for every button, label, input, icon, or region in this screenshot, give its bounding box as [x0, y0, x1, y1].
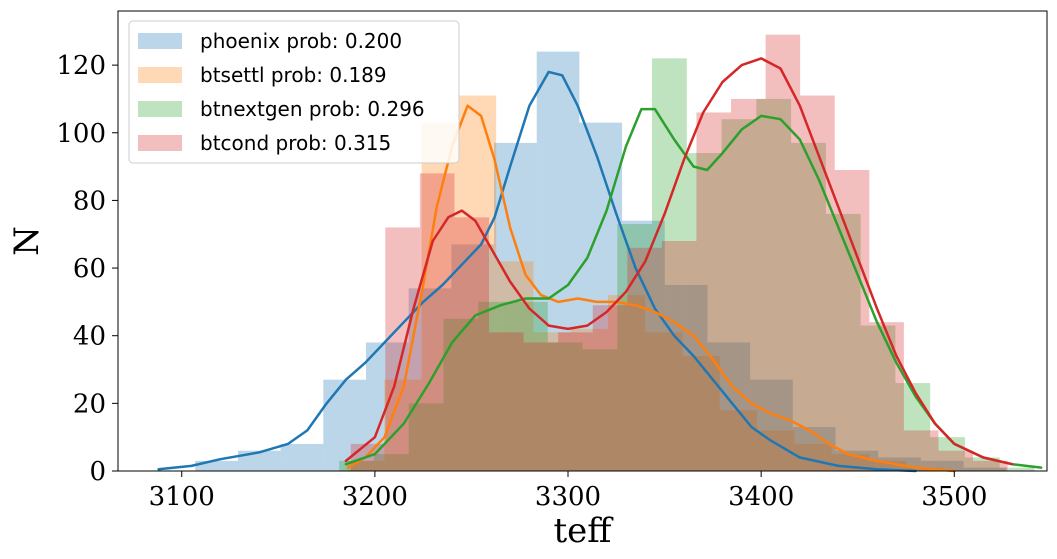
bar-btnextgen-13 [791, 142, 826, 472]
x-axis-label: teff [554, 511, 615, 551]
bar-btsettl-4 [496, 261, 534, 471]
bar-btnextgen-9 [652, 58, 687, 472]
y-axis-label: N [7, 226, 47, 256]
legend-label-btnextgen: btnextgen prob: 0.296 [200, 97, 425, 121]
y-tick-label-100: 100 [56, 119, 106, 149]
bar-phoenix-8 [536, 51, 580, 472]
bar-btnextgen-10 [686, 153, 722, 471]
bar-btsettl-9 [682, 356, 720, 471]
bar-btcond-15 [869, 322, 904, 471]
bar-btsettl-7 [607, 295, 646, 471]
bar-btnextgen-1 [373, 454, 409, 471]
bar-btnextgen-5 [512, 301, 548, 471]
bar-btnextgen-16 [895, 383, 931, 471]
kde-line-btcond [344, 57, 1014, 466]
bar-btcond-3 [454, 217, 490, 471]
bar-btnextgen-4 [478, 301, 513, 471]
y-tick-label-120: 120 [56, 51, 106, 81]
bar-btcond-7 [592, 305, 628, 471]
bar-btnextgen-0 [339, 460, 374, 471]
bar-btnextgen-17 [930, 437, 965, 471]
legend-label-btcond: btcond prob: 0.315 [200, 131, 391, 155]
legend-box [128, 20, 460, 164]
bar-btsettl-10 [719, 410, 758, 471]
bar-btnextgen-6 [547, 342, 583, 471]
bar-phoenix-2 [280, 443, 324, 471]
legend-label-btsettl: btsettl prob: 0.189 [200, 63, 387, 87]
bar-btsettl-0 [347, 460, 385, 471]
bar-btcond-18 [973, 460, 1008, 471]
bar-btcond-10 [696, 112, 732, 472]
y-tick-label-20: 20 [73, 389, 106, 419]
bar-btsettl-8 [645, 332, 683, 471]
y-tick-label-60: 60 [73, 254, 106, 284]
legend-swatch-phoenix [138, 33, 182, 49]
y-tick-label-0: 0 [89, 457, 106, 487]
bar-phoenix-1 [237, 450, 281, 471]
bar-btsettl-6 [570, 328, 608, 471]
bar-btnextgen-18 [964, 457, 1000, 471]
plot-frame [117, 10, 1048, 472]
bar-btsettl-3 [458, 95, 497, 471]
bar-btnextgen-19 [999, 467, 1035, 471]
legend-swatch-btsettl [138, 67, 182, 83]
bar-btsettl-5 [533, 332, 571, 471]
y-tick-label-40: 40 [73, 322, 106, 352]
x-tick-label-3500: 3500 [921, 482, 987, 512]
bar-phoenix-0 [195, 460, 238, 471]
y-axis-ticks: 0 20 40 60 80 100 120 [56, 51, 118, 487]
kde-line-btsettl [346, 104, 956, 473]
x-tick-label-3400: 3400 [728, 482, 794, 512]
bar-phoenix-13 [750, 379, 793, 471]
bar-btsettl-14 [868, 460, 907, 471]
bar-btcond-2 [419, 173, 455, 471]
bar-phoenix-11 [664, 284, 708, 471]
y-tick-label-80: 80 [73, 186, 106, 216]
bar-btnextgen-3 [443, 318, 479, 471]
legend-swatch-btnextgen [138, 101, 182, 117]
kde-line-btnextgen [344, 107, 1043, 469]
x-axis-ticks: 3100 3200 3300 3400 3500 [149, 471, 987, 512]
bar-btcond-16 [903, 430, 939, 471]
bar-btcond-17 [938, 450, 974, 471]
bar-btnextgen-14 [825, 213, 861, 472]
legend: phoenix prob: 0.200 btsettl prob: 0.189 … [128, 20, 460, 164]
bar-btcond-4 [489, 332, 524, 471]
bar-btcond-11 [731, 98, 766, 472]
bar-phoenix-18 [963, 467, 1007, 471]
x-tick-label-3200: 3200 [342, 482, 408, 512]
kde-line-phoenix [157, 70, 917, 473]
bar-phoenix-17 [920, 460, 964, 471]
bar-btnextgen-2 [408, 403, 444, 471]
bar-btcond-9 [661, 241, 697, 471]
bar-btcond-5 [523, 342, 559, 471]
bar-btcond-14 [834, 169, 870, 471]
legend-swatch-btcond [138, 135, 182, 151]
bar-btcond-13 [800, 95, 835, 471]
bar-phoenix-3 [323, 379, 366, 471]
legend-label-phoenix: phoenix prob: 0.200 [200, 29, 402, 53]
bar-btcond-12 [765, 34, 801, 471]
bar-phoenix-6 [451, 244, 495, 471]
bar-btcond-6 [558, 332, 593, 471]
bar-btnextgen-7 [582, 349, 618, 471]
kde-curves [157, 57, 1043, 473]
x-tick-label-3300: 3300 [535, 482, 601, 512]
x-tick-label-3100: 3100 [149, 482, 215, 512]
